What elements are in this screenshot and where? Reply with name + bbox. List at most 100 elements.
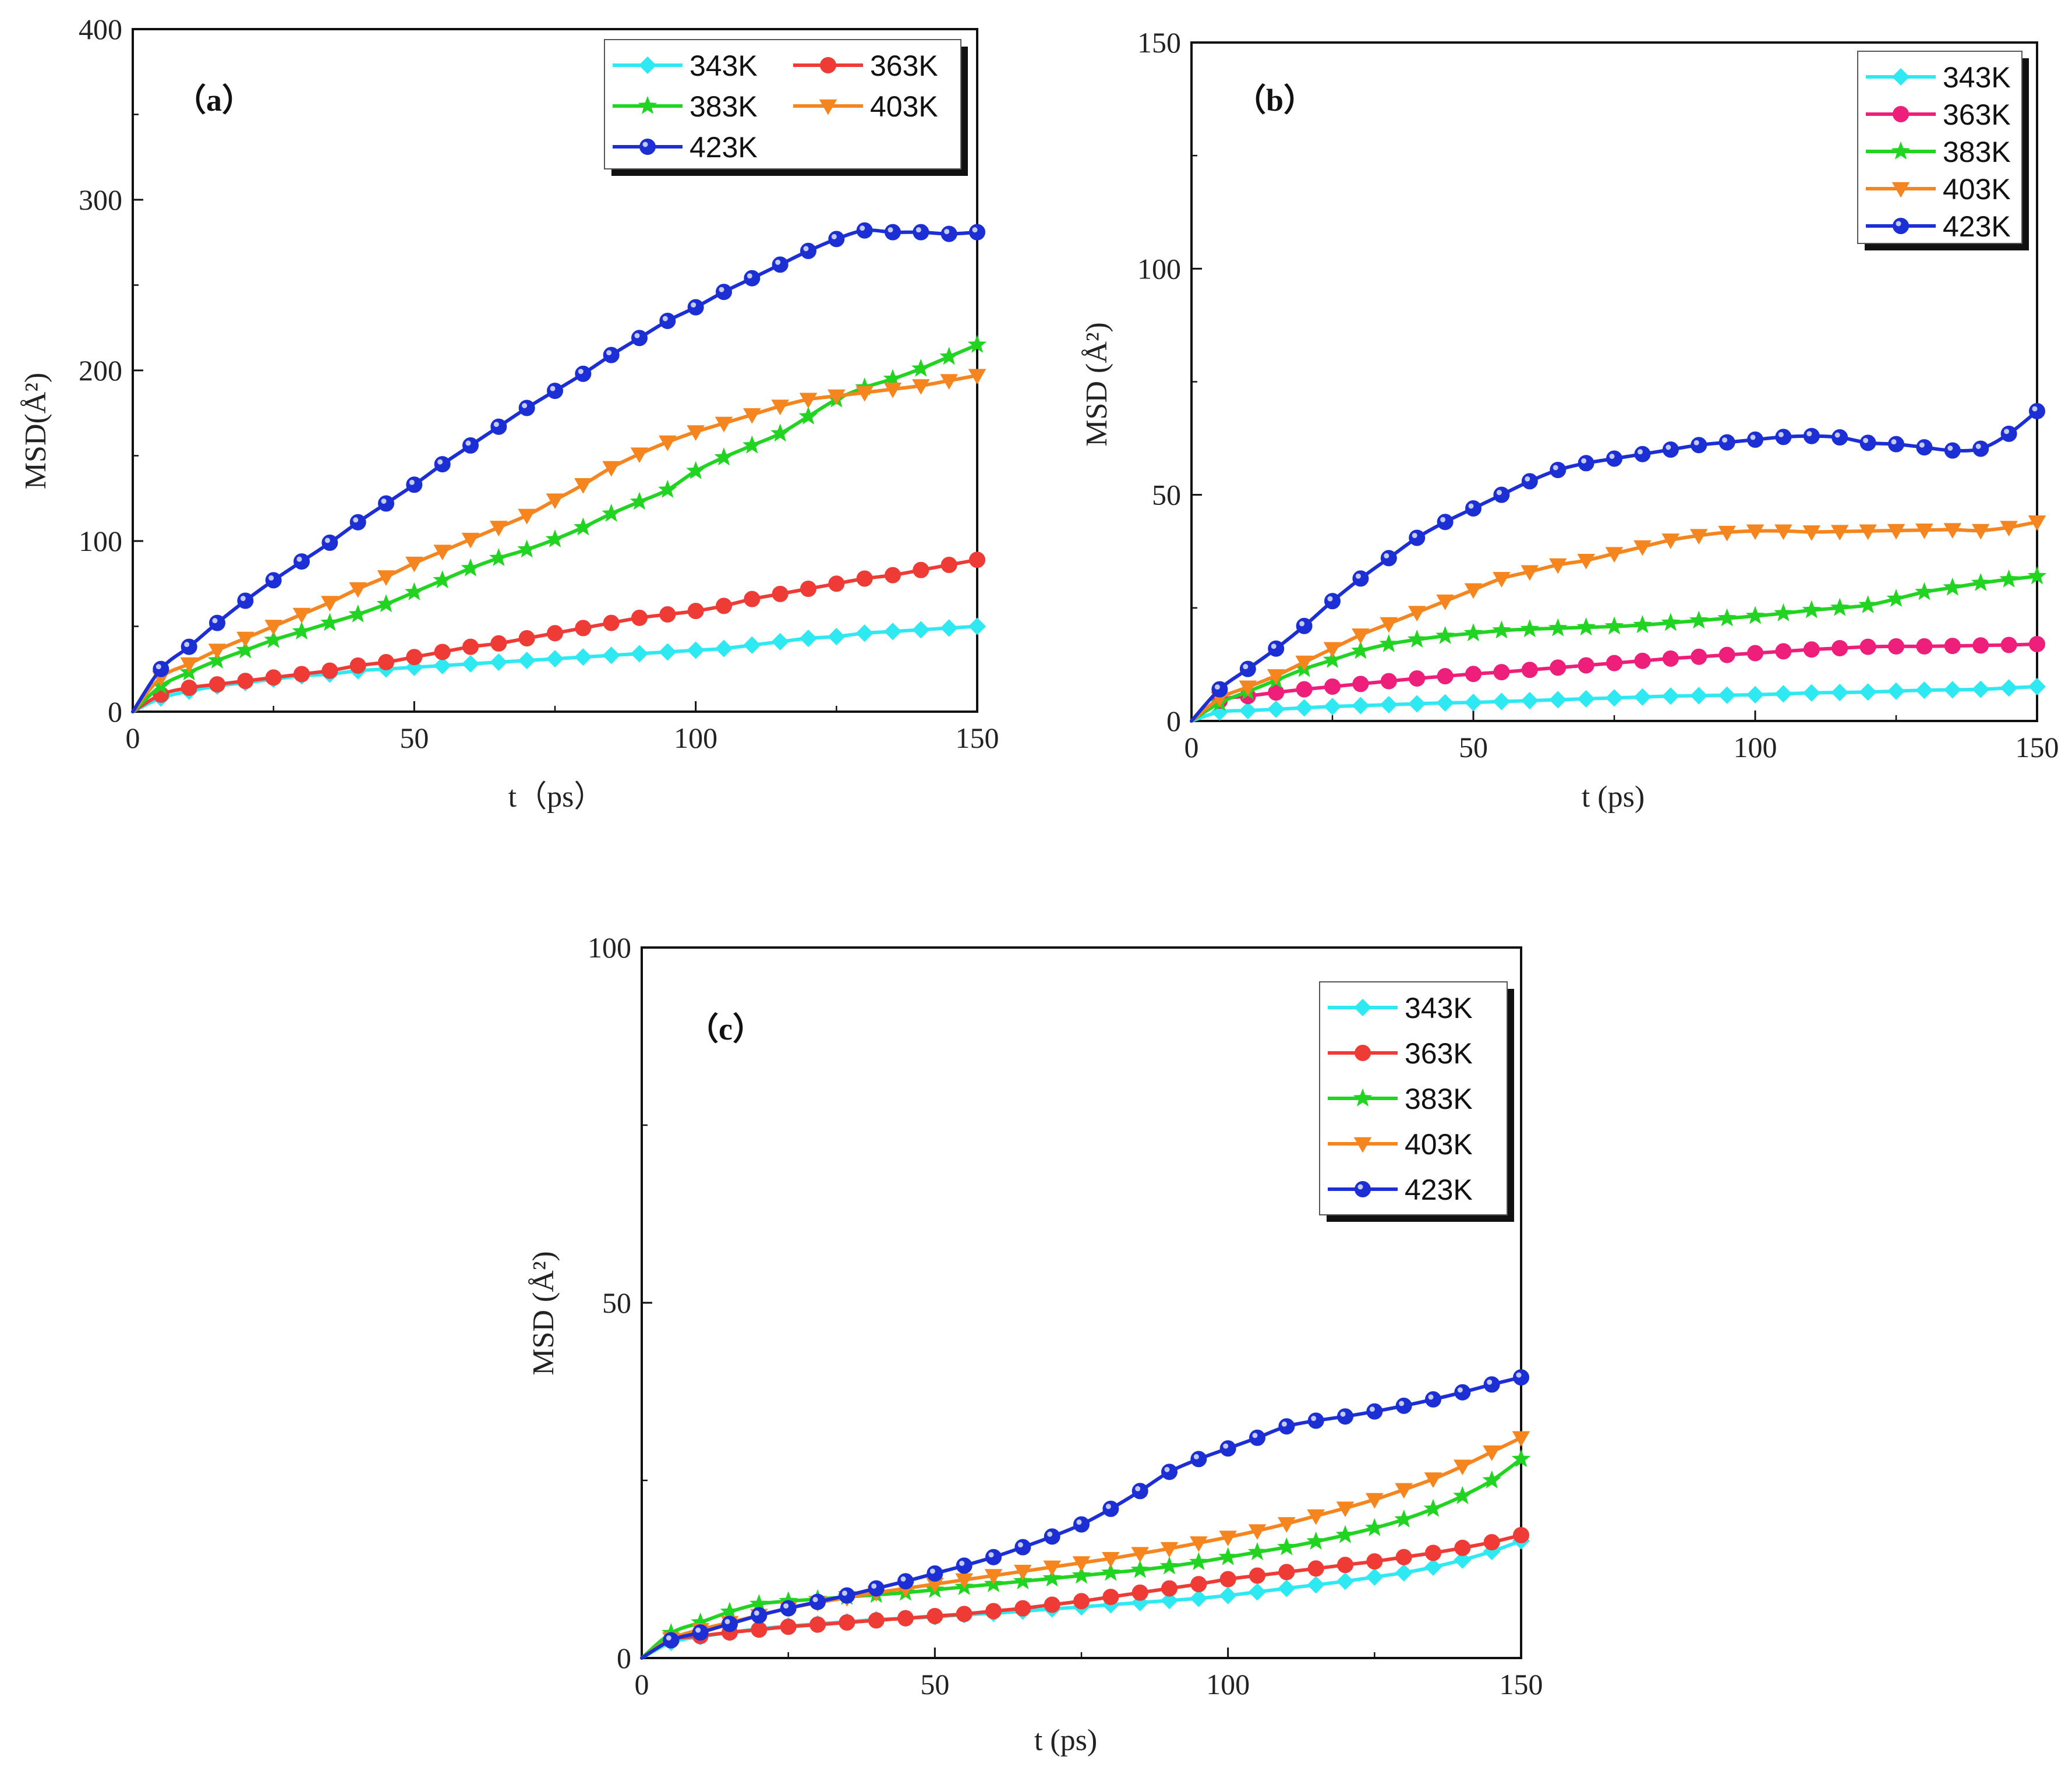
chart-a-point-423K (631, 330, 648, 347)
chart-c-point-423K (868, 1580, 885, 1597)
chart-b-point-423K-highlight (1468, 503, 1474, 509)
chart-b-point-383K (1886, 589, 1906, 607)
chart-a-point-363K (294, 666, 310, 683)
chart-a-point-403K (799, 393, 818, 409)
chart-b-point-383K (1604, 616, 1624, 635)
chart-a-point-423K-highlight (324, 538, 330, 543)
chart-c-panel-label: （c） (687, 1012, 764, 1047)
chart-b-xtick-label: 50 (1459, 731, 1488, 763)
chart-c-point-383K (1130, 1560, 1150, 1578)
chart-c-xtick-label: 0 (635, 1668, 649, 1701)
chart-b-ytick-label: 0 (1166, 705, 1181, 737)
chart-a-point-363K (856, 570, 873, 587)
chart-c-point-423K (1073, 1516, 1090, 1533)
chart-b-point-363K (1916, 638, 1933, 655)
chart-b-point-423K-highlight (1834, 432, 1840, 438)
chart-c-point-383K (720, 1602, 740, 1620)
chart-c-point-423K (1044, 1528, 1060, 1545)
chart-panel-a: MSD(Å²) t（ps） （a） 0 50 100 150 0 100 200 300 400… (19, 13, 999, 814)
chart-a-ytick-label: 200 (79, 354, 122, 387)
chart-c-point-363K (1454, 1539, 1471, 1556)
chart-a-point-423K (940, 225, 957, 242)
chart-b-point-423K-highlight (1299, 621, 1305, 627)
chart-b-point-423K (1662, 441, 1679, 458)
chart-b-point-423K (1606, 450, 1622, 467)
chart-a-point-423K-highlight (409, 479, 415, 485)
chart-a-legend-marker (638, 96, 657, 114)
chart-a-point-383K (489, 548, 508, 567)
chart-c-point-423K (927, 1565, 943, 1582)
chart-c-point-383K (1013, 1571, 1033, 1590)
chart-a-point-423K-highlight (155, 664, 161, 670)
chart-b-point-423K (1437, 514, 1454, 531)
chart-a-point-343K (771, 632, 789, 651)
chart-a-point-423K-highlight (353, 517, 359, 523)
chart-b-point-343K (1915, 681, 1933, 699)
chart-b-legend-entry-403K: 403K (1866, 173, 2011, 206)
chart-a-point-423K (603, 347, 620, 363)
chart-c-plot: 0 50 100 150 0 50 100 343K 363K 383K 403K 423K (588, 931, 1543, 1701)
chart-a-point-363K (772, 585, 789, 602)
chart-c-point-383K (1482, 1470, 1501, 1489)
chart-b-point-363K (1803, 641, 1820, 658)
chart-b-point-423K (1493, 486, 1510, 503)
chart-a-point-403K (828, 389, 846, 405)
chart-b-point-383K (1943, 577, 1963, 596)
chart-c-series-363K (640, 1526, 1529, 1660)
chart-b-point-343K (1774, 685, 1792, 703)
chart-a-point-403K (208, 644, 227, 660)
chart-a-point-383K (348, 604, 367, 623)
chart-b-point-423K-highlight (1891, 439, 1897, 445)
chart-a-ylabel: MSD(Å²) (19, 373, 52, 489)
chart-a-point-363K (885, 567, 901, 584)
chart-c-point-423K (1307, 1412, 1324, 1429)
chart-b-legend-entry-363K: 363K (1866, 98, 2011, 131)
chart-a-point-423K (716, 284, 732, 301)
chart-b-point-383K (1999, 569, 2018, 588)
chart-b-point-343K (1633, 688, 1652, 706)
chart-a-point-383K (433, 570, 452, 589)
chart-a-point-423K (856, 222, 873, 239)
chart-a-point-363K (744, 591, 761, 607)
chart-a-point-383K (798, 406, 818, 425)
chart-c-point-383K (1218, 1547, 1237, 1565)
chart-a-point-423K (406, 476, 423, 493)
chart-a-point-403K (518, 508, 536, 525)
chart-a-point-403K (855, 386, 874, 402)
chart-c-point-343K (1307, 1576, 1325, 1594)
chart-b-point-343K (1718, 686, 1736, 704)
chart-a-point-363K (716, 598, 732, 614)
chart-c-legend-entry-423K: 423K (1328, 1173, 1473, 1206)
chart-a-point-423K (913, 224, 929, 241)
chart-c-point-423K (985, 1549, 1002, 1565)
chart-a-point-343K (968, 617, 987, 635)
chart-c-xtick-label: 100 (1206, 1668, 1250, 1701)
chart-c-point-403K (1160, 1542, 1179, 1558)
chart-c-point-423K (1161, 1464, 1178, 1480)
chart-c-point-383K (1423, 1498, 1443, 1517)
chart-b-point-363K (1493, 664, 1510, 681)
chart-c-point-383K (1306, 1531, 1325, 1550)
chart-c-point-403K (1395, 1483, 1413, 1499)
chart-a-point-343K (883, 623, 902, 641)
chart-a-point-423K (321, 534, 338, 551)
chart-a-point-423K-highlight (381, 499, 387, 504)
chart-b-point-423K-highlight (1327, 596, 1333, 602)
chart-b-legend: 343K 363K 383K 403K 423K (1857, 51, 2029, 250)
chart-a-point-403K (180, 657, 198, 673)
chart-b-point-363K (1944, 638, 1961, 655)
chart-a-point-423K (687, 299, 704, 316)
chart-a-point-423K (969, 224, 985, 241)
chart-b-xtick-label: 100 (1734, 731, 1777, 763)
chart-c-point-363K (1425, 1544, 1441, 1561)
chart-b-point-363K (1747, 645, 1763, 662)
chart-c-legend-label: 343K (1405, 992, 1473, 1024)
chart-b-point-383K (1379, 634, 1399, 652)
chart-a-point-423K (772, 256, 789, 273)
chart-c-point-423K (722, 1616, 738, 1632)
chart-a-legend-entry-363K: 363K (793, 50, 938, 82)
chart-a-point-423K (181, 638, 197, 655)
chart-c-point-363K (1307, 1560, 1324, 1577)
chart-b-legend-label: 343K (1943, 61, 2011, 94)
